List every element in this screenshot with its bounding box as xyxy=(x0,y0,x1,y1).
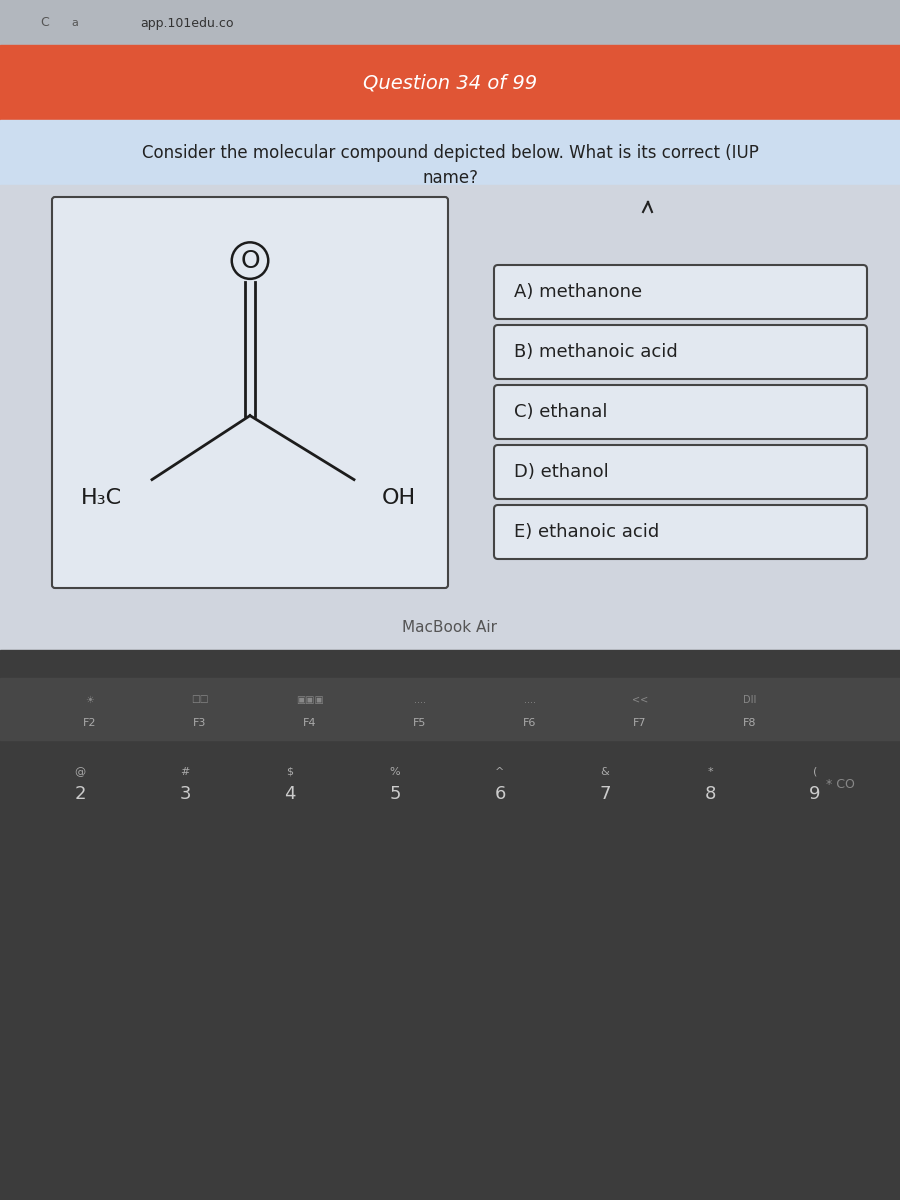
Text: ▣▣▣: ▣▣▣ xyxy=(296,695,324,704)
Text: F2: F2 xyxy=(83,718,97,728)
Text: 5: 5 xyxy=(389,785,400,803)
Text: F5: F5 xyxy=(413,718,427,728)
Text: <<: << xyxy=(632,695,648,704)
Text: *: * xyxy=(707,767,713,778)
Text: $: $ xyxy=(286,767,293,778)
FancyBboxPatch shape xyxy=(494,445,867,499)
Text: C) ethanal: C) ethanal xyxy=(514,403,608,421)
Text: H₃C: H₃C xyxy=(81,487,122,508)
Text: a: a xyxy=(72,18,78,28)
Text: MacBook Air: MacBook Air xyxy=(402,620,498,636)
Text: ☐☐: ☐☐ xyxy=(191,695,209,704)
Bar xyxy=(0,44,900,120)
Text: E) ethanoic acid: E) ethanoic acid xyxy=(514,523,659,541)
Text: * CO: * CO xyxy=(825,779,854,792)
Text: 9: 9 xyxy=(809,785,821,803)
Text: ☀: ☀ xyxy=(86,695,94,704)
FancyBboxPatch shape xyxy=(494,385,867,439)
Text: (: ( xyxy=(813,767,817,778)
Text: C: C xyxy=(40,17,50,30)
Text: OH: OH xyxy=(382,487,416,508)
Text: DII: DII xyxy=(743,695,757,704)
Text: 3: 3 xyxy=(179,785,191,803)
Text: Consider the molecular compound depicted below. What is its correct (IUP: Consider the molecular compound depicted… xyxy=(141,144,759,162)
Text: F8: F8 xyxy=(743,718,757,728)
Text: F7: F7 xyxy=(634,718,647,728)
Text: O: O xyxy=(240,248,260,272)
Text: B) methanoic acid: B) methanoic acid xyxy=(514,343,678,361)
Text: app.101edu.co: app.101edu.co xyxy=(140,17,233,30)
Bar xyxy=(0,650,900,1200)
Text: ....: .... xyxy=(414,695,426,704)
Text: ....: .... xyxy=(524,695,536,704)
FancyBboxPatch shape xyxy=(52,197,448,588)
FancyBboxPatch shape xyxy=(494,265,867,319)
Text: 8: 8 xyxy=(705,785,716,803)
Text: ^: ^ xyxy=(495,767,505,778)
Text: 2: 2 xyxy=(74,785,86,803)
FancyBboxPatch shape xyxy=(494,505,867,559)
Bar xyxy=(0,0,900,44)
FancyBboxPatch shape xyxy=(494,325,867,379)
Text: D) ethanol: D) ethanol xyxy=(514,463,608,481)
Text: F3: F3 xyxy=(194,718,207,728)
Text: 4: 4 xyxy=(284,785,296,803)
Bar xyxy=(0,120,900,185)
Text: A) methanone: A) methanone xyxy=(514,283,642,301)
Text: name?: name? xyxy=(422,169,478,187)
Text: Question 34 of 99: Question 34 of 99 xyxy=(363,73,537,92)
Text: 6: 6 xyxy=(494,785,506,803)
Text: F4: F4 xyxy=(303,718,317,728)
Bar xyxy=(0,678,900,740)
Text: F6: F6 xyxy=(523,718,536,728)
Text: @: @ xyxy=(75,767,86,778)
Text: #: # xyxy=(180,767,190,778)
Text: 7: 7 xyxy=(599,785,611,803)
Text: %: % xyxy=(390,767,400,778)
Bar xyxy=(0,185,900,650)
Text: &: & xyxy=(600,767,609,778)
